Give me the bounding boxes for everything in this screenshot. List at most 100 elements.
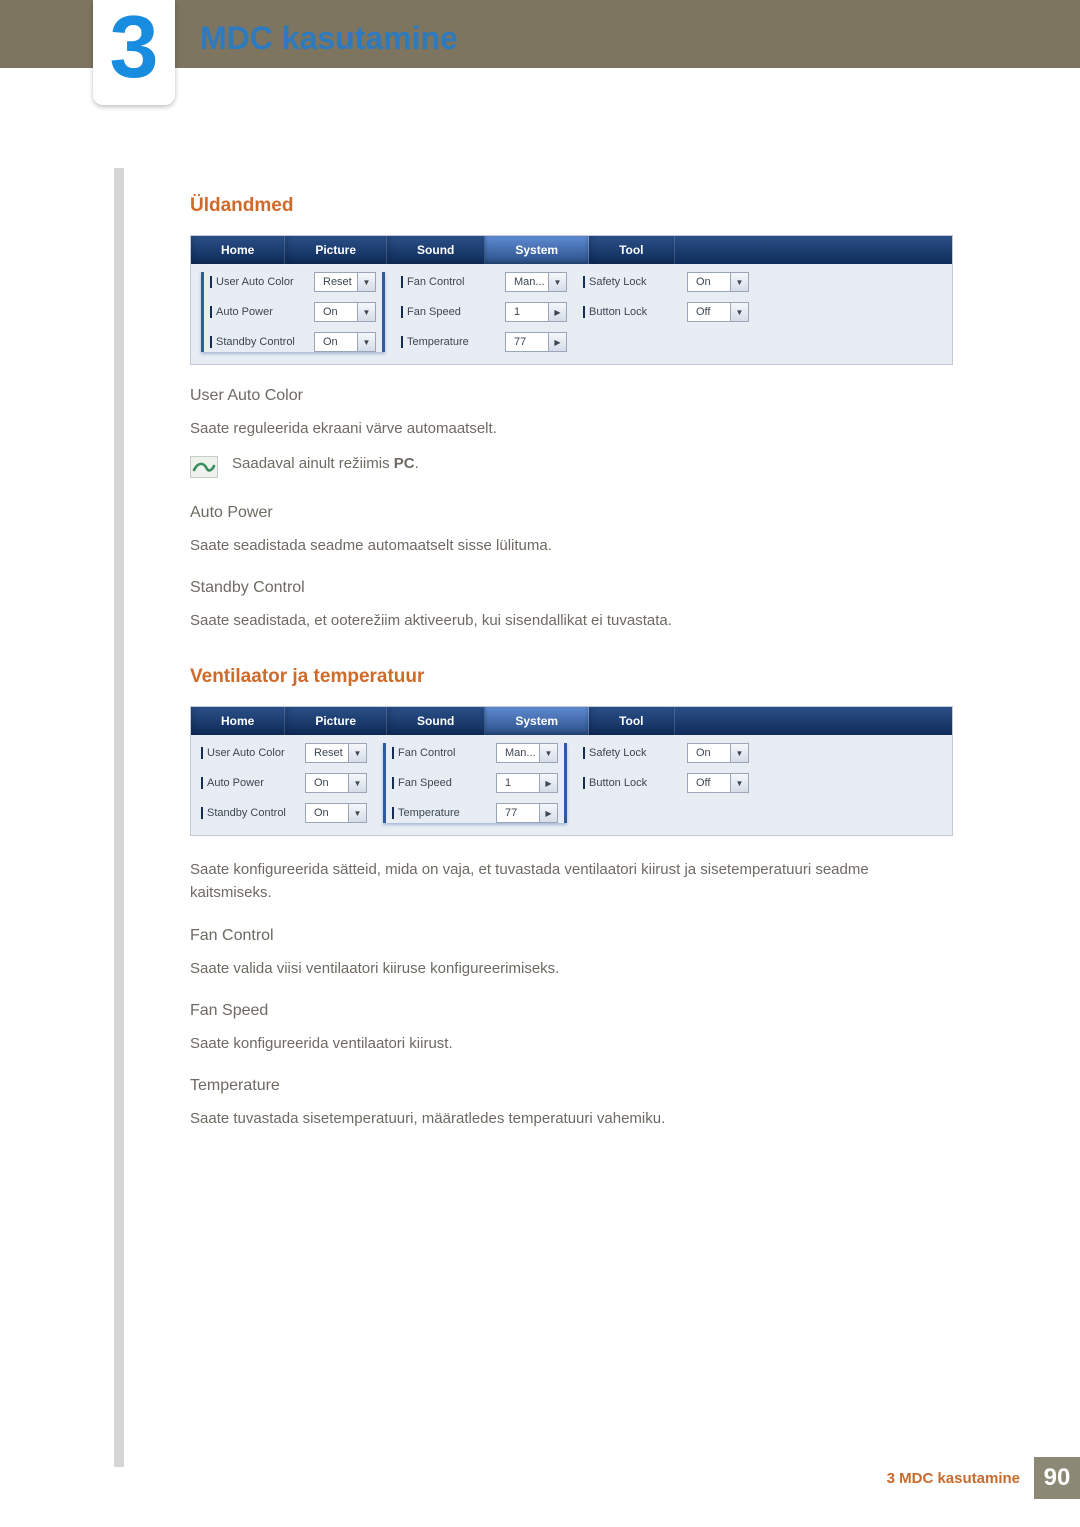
body-text: Saate konfigureerida sätteid, mida on va… <box>190 858 953 905</box>
page: 3 MDC kasutamine Üldandmed HomePictureSo… <box>0 0 1080 1527</box>
panel-column: User Auto ColorReset▼Auto PowerOn▼Standb… <box>201 743 367 823</box>
dropdown-control[interactable]: On▼ <box>687 743 749 763</box>
setting-row: Auto Power On▼ <box>210 302 376 322</box>
spinner-button-icon[interactable]: ▶ <box>548 333 566 351</box>
dropdown-control[interactable]: Off▼ <box>687 773 749 793</box>
tab-tool[interactable]: Tool <box>589 707 674 735</box>
sub-heading: Auto Power <box>190 504 953 522</box>
control-value: On <box>306 807 348 819</box>
chevron-down-icon[interactable]: ▼ <box>730 273 748 291</box>
setting-row: User Auto ColorReset▼ <box>210 272 376 292</box>
setting-label: Fan Control <box>392 747 490 759</box>
note-suffix: . <box>415 455 419 472</box>
dropdown-control[interactable]: On▼ <box>305 773 367 793</box>
tab-home[interactable]: Home <box>191 707 285 735</box>
sub-heading: Temperature <box>190 1077 953 1095</box>
control-value: Reset <box>315 276 357 288</box>
setting-row: Button Lock Off▼ <box>583 773 749 793</box>
tab-sound[interactable]: Sound <box>387 707 485 735</box>
control-value: On <box>688 747 730 759</box>
panel-body: User Auto ColorReset▼Auto PowerOn▼Standb… <box>191 264 952 364</box>
sub-heading: Fan Speed <box>190 1002 953 1020</box>
spinner-control[interactable]: 1▶ <box>496 773 558 793</box>
chevron-down-icon[interactable]: ▼ <box>348 744 366 762</box>
setting-label: Auto Power <box>210 306 308 318</box>
setting-row: Button LockOff▼ <box>583 302 749 322</box>
dropdown-control[interactable]: On▼ <box>687 272 749 292</box>
chapter-title: MDC kasutamine <box>200 20 458 57</box>
panel-column: Fan ControlMan...▼Fan Speed1▶Temperature… <box>383 743 567 823</box>
sub-heading: User Auto Color <box>190 387 953 405</box>
setting-label: Standby Control <box>210 336 308 348</box>
chevron-down-icon[interactable]: ▼ <box>539 744 557 762</box>
tab-system[interactable]: System <box>485 236 589 264</box>
body-text: Saate valida viisi ventilaatori kiiruse … <box>190 957 953 980</box>
body-text: Saate seadistada seadme automaatselt sis… <box>190 534 953 557</box>
dropdown-control[interactable]: Off▼ <box>687 302 749 322</box>
setting-label: Safety Lock <box>583 747 681 759</box>
setting-row: Temperature 77▶ <box>392 803 558 823</box>
dropdown-control[interactable]: Reset▼ <box>305 743 367 763</box>
setting-row: User Auto Color Reset▼ <box>201 743 367 763</box>
spinner-control[interactable]: 77▶ <box>505 332 567 352</box>
chevron-down-icon[interactable]: ▼ <box>730 774 748 792</box>
sub-heading: Fan Control <box>190 927 953 945</box>
footer-text: 3 MDC kasutamine <box>887 1470 1020 1487</box>
spinner-button-icon[interactable]: ▶ <box>548 303 566 321</box>
control-value: On <box>315 306 357 318</box>
control-value: Off <box>688 777 730 789</box>
dropdown-control[interactable]: Reset▼ <box>314 272 376 292</box>
note-prefix: Saadaval ainult režiimis <box>232 455 394 472</box>
chapter-box: 3 <box>93 0 175 105</box>
control-value: On <box>688 276 730 288</box>
setting-label: Temperature <box>392 807 490 819</box>
spinner-button-icon[interactable]: ▶ <box>539 774 557 792</box>
control-value: 1 <box>497 777 539 789</box>
control-value: Reset <box>306 747 348 759</box>
dropdown-control[interactable]: On▼ <box>305 803 367 823</box>
chevron-down-icon[interactable]: ▼ <box>348 804 366 822</box>
chevron-down-icon[interactable]: ▼ <box>348 774 366 792</box>
setting-row: Fan Control Man...▼ <box>392 743 558 763</box>
body-text: Saate konfigureerida ventilaatori kiirus… <box>190 1032 953 1055</box>
tab-home[interactable]: Home <box>191 236 285 264</box>
panel-column: Fan ControlMan...▼Fan Speed1▶Temperature… <box>401 272 567 352</box>
note-icon <box>190 456 218 478</box>
setting-label: Button Lock <box>583 777 681 789</box>
dropdown-control[interactable]: On▼ <box>314 332 376 352</box>
tab-picture[interactable]: Picture <box>285 236 387 264</box>
dropdown-control[interactable]: Man...▼ <box>505 272 567 292</box>
dropdown-control[interactable]: Man...▼ <box>496 743 558 763</box>
control-value: On <box>306 777 348 789</box>
tab-system[interactable]: System <box>485 707 589 735</box>
setting-row: Fan Speed1▶ <box>401 302 567 322</box>
spinner-button-icon[interactable]: ▶ <box>539 804 557 822</box>
control-value: Man... <box>497 747 539 759</box>
tab-picture[interactable]: Picture <box>285 707 387 735</box>
setting-row: Standby Control On▼ <box>201 803 367 823</box>
setting-label: User Auto Color <box>201 747 299 759</box>
setting-label: Standby Control <box>201 807 299 819</box>
note-text: Saadaval ainult režiimis PC. <box>232 452 419 475</box>
spinner-control[interactable]: 77▶ <box>496 803 558 823</box>
control-value: Man... <box>506 276 548 288</box>
tab-sound[interactable]: Sound <box>387 236 485 264</box>
chevron-down-icon[interactable]: ▼ <box>730 744 748 762</box>
setting-label: Temperature <box>401 336 499 348</box>
chevron-down-icon[interactable]: ▼ <box>548 273 566 291</box>
chevron-down-icon[interactable]: ▼ <box>357 303 375 321</box>
note-bold: PC <box>394 455 415 472</box>
tab-tool[interactable]: Tool <box>589 236 674 264</box>
control-value: 77 <box>506 336 548 348</box>
chapter-number: 3 <box>110 3 159 91</box>
section-heading: Üldandmed <box>190 195 953 217</box>
side-line <box>114 168 124 1467</box>
spinner-control[interactable]: 1▶ <box>505 302 567 322</box>
chevron-down-icon[interactable]: ▼ <box>357 333 375 351</box>
chevron-down-icon[interactable]: ▼ <box>357 273 375 291</box>
setting-row: Safety Lock On▼ <box>583 743 749 763</box>
setting-row: Temperature 77▶ <box>401 332 567 352</box>
chevron-down-icon[interactable]: ▼ <box>730 303 748 321</box>
control-value: On <box>315 336 357 348</box>
dropdown-control[interactable]: On▼ <box>314 302 376 322</box>
